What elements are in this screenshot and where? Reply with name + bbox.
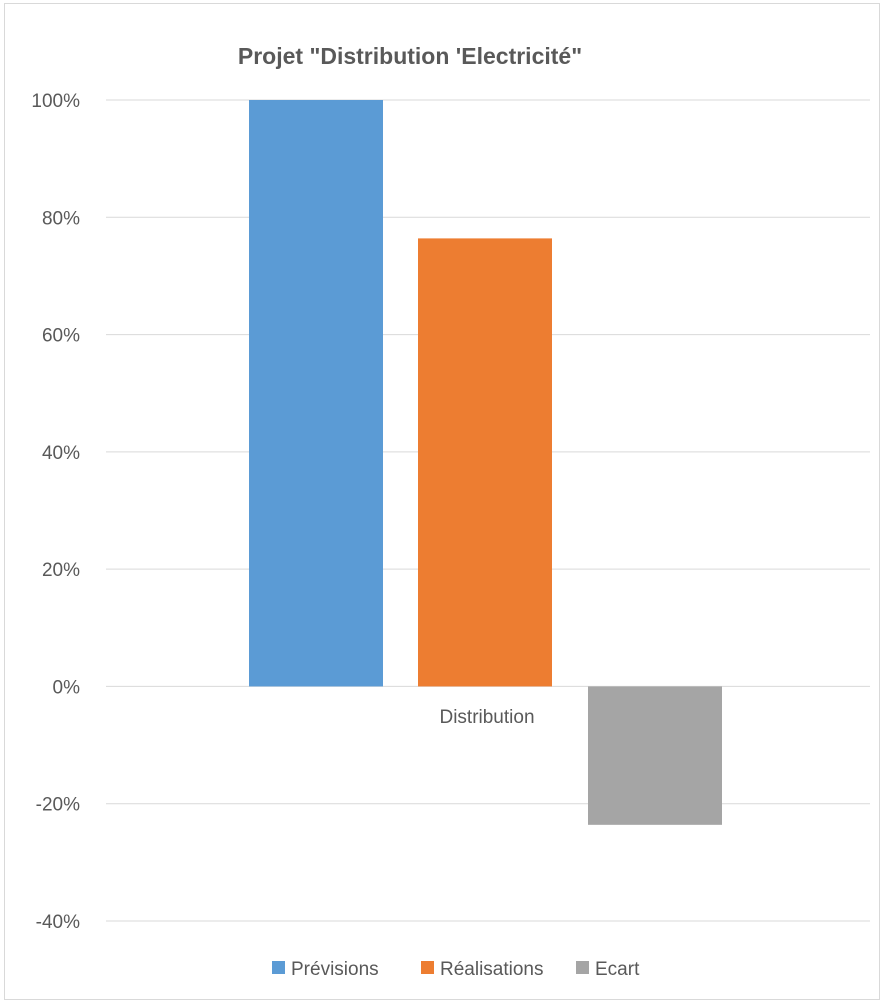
y-tick-label: 80% xyxy=(42,208,80,229)
y-tick-label: 40% xyxy=(42,443,80,464)
y-tick-label: 0% xyxy=(53,677,81,698)
legend-label: Prévisions xyxy=(291,959,379,980)
x-category-label: Distribution xyxy=(439,707,534,728)
legend-item: Ecart xyxy=(576,959,640,980)
x-axis-categories: Distribution xyxy=(439,707,534,728)
legend-label: Réalisations xyxy=(440,959,544,980)
chart-title: Projet "Distribution 'Electricité" xyxy=(238,43,582,69)
legend-label: Ecart xyxy=(595,959,640,980)
y-tick-label: 60% xyxy=(42,326,80,347)
legend-swatch xyxy=(421,961,434,974)
bar-r-alisations xyxy=(418,238,552,687)
bars xyxy=(249,100,722,825)
y-tick-label: -40% xyxy=(36,912,80,933)
y-tick-label: 100% xyxy=(31,91,80,112)
legend-item: Prévisions xyxy=(272,959,379,980)
legend-swatch xyxy=(272,961,285,974)
bar-pr-visions xyxy=(249,100,383,687)
legend-item: Réalisations xyxy=(421,959,544,980)
legend: Prévisions Réalisations Ecart xyxy=(272,959,640,980)
y-tick-label: 20% xyxy=(42,560,80,581)
y-tick-label: -20% xyxy=(36,795,80,816)
legend-swatch xyxy=(576,961,589,974)
bar-ecart xyxy=(588,686,722,825)
y-axis-ticks: 100% 80% 60% 40% 20% 0% -20% -40% xyxy=(31,91,80,933)
